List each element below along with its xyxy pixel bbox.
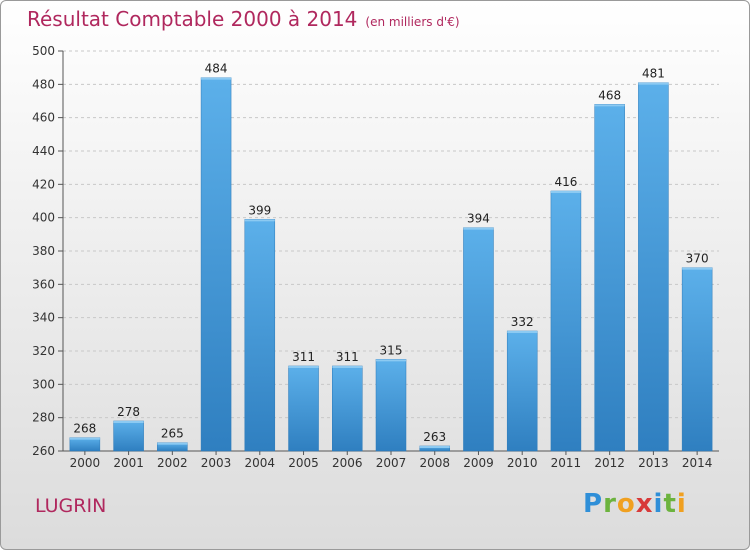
value-label: 399 [248, 203, 271, 217]
value-label: 311 [336, 350, 359, 364]
y-tick-label: 260 [32, 444, 55, 458]
x-tick-label: 2009 [463, 456, 494, 470]
chart-title: Résultat Comptable 2000 à 2014 (en millie… [27, 7, 460, 31]
x-tick-label: 2010 [507, 456, 538, 470]
value-label: 416 [554, 175, 577, 189]
x-tick-label: 2007 [376, 456, 407, 470]
value-label: 481 [642, 67, 665, 81]
bar-highlight [419, 446, 450, 448]
bar-highlight [332, 366, 363, 368]
logo-letter: i [653, 489, 664, 519]
bar-highlight [463, 227, 494, 230]
bar-highlight [550, 191, 581, 193]
logo-letter: t [663, 489, 677, 519]
commune-name: LUGRIN [35, 495, 107, 517]
value-label: 278 [117, 405, 140, 419]
value-label: 468 [598, 88, 621, 102]
y-tick-label: 500 [32, 44, 55, 58]
bar [288, 365, 319, 452]
bar-highlight [376, 359, 406, 362]
bar-highlight [69, 437, 100, 440]
value-label: 370 [686, 252, 709, 266]
x-tick-label: 2011 [551, 456, 582, 470]
y-tick-label: 400 [32, 211, 55, 225]
value-label: 484 [205, 62, 228, 76]
y-tick-label: 460 [32, 111, 55, 125]
proxiti-logo: Proxiti [583, 489, 687, 519]
y-tick-label: 340 [32, 311, 55, 325]
logo-letter: r [603, 489, 617, 519]
x-tick-label: 2012 [594, 456, 625, 470]
bar-highlight [244, 219, 275, 222]
bar [200, 77, 232, 452]
bar-highlight [594, 104, 625, 107]
bar [638, 82, 669, 452]
bar [506, 330, 538, 452]
unit-text: (en milliers d'€) [365, 15, 460, 29]
x-tick-label: 2008 [419, 456, 450, 470]
x-tick-label: 2002 [157, 456, 188, 470]
x-tick-label: 2006 [332, 456, 363, 470]
y-tick-label: 480 [32, 77, 55, 91]
logo-letter: o [616, 489, 636, 519]
value-label: 315 [380, 343, 403, 357]
y-tick-label: 280 [32, 411, 55, 425]
x-tick-label: 2001 [113, 456, 144, 470]
x-tick-label: 2013 [638, 456, 669, 470]
value-label: 268 [73, 422, 96, 436]
bar-highlight [157, 442, 188, 445]
y-tick-label: 300 [32, 377, 55, 391]
value-label: 332 [511, 315, 534, 329]
x-tick-label: 2014 [682, 456, 713, 470]
bar [113, 420, 144, 452]
title-text: Résultat Comptable 2000 à 2014 [27, 7, 358, 31]
bar [463, 227, 494, 452]
bar [594, 104, 625, 452]
bar-highlight [507, 331, 538, 333]
labels: 268 278 265 484 399 311 311 315 263 394 332 416 468 4… [73, 62, 708, 444]
x-tick-label: 2000 [70, 456, 101, 470]
bar [681, 267, 713, 452]
bar-highlight [201, 77, 232, 80]
bar [244, 219, 276, 452]
x-tick-label: 2003 [201, 456, 232, 470]
logo-letter: x [635, 489, 654, 519]
y-tick-label: 420 [32, 177, 55, 191]
y-tick-label: 360 [32, 277, 55, 291]
value-label: 311 [292, 350, 315, 364]
y-tick-label: 380 [32, 244, 55, 258]
logo-letter: i [676, 489, 687, 519]
bar-highlight [288, 366, 319, 368]
bars [69, 77, 713, 452]
bar-highlight [638, 82, 669, 85]
y-tick-label: 440 [32, 144, 55, 158]
x-tick-label: 2004 [245, 456, 276, 470]
value-label: 265 [161, 427, 184, 441]
value-label: 263 [423, 430, 446, 444]
bar-highlight [682, 267, 713, 270]
axes: 260 280 300 320 340 360 380 400 420 440 460 480 500 2… [32, 44, 719, 470]
bar [332, 365, 363, 452]
y-tick-label: 320 [32, 344, 55, 358]
bar [375, 359, 407, 452]
value-label: 394 [467, 212, 490, 226]
logo-letter: P [583, 489, 604, 519]
x-tick-label: 2005 [288, 456, 319, 470]
bar-highlight [113, 421, 144, 423]
bar [550, 190, 582, 452]
